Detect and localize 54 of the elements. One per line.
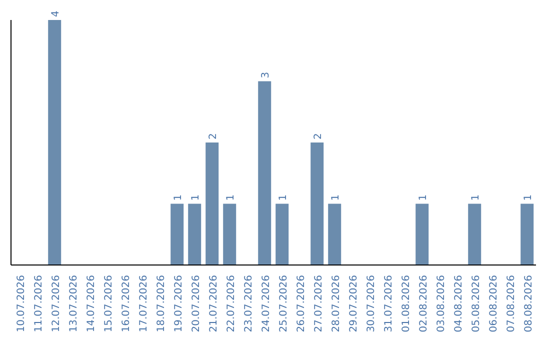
x-tick-label: 25.07.2026 xyxy=(278,275,290,332)
x-tick-label: 26.07.2026 xyxy=(296,275,307,332)
x-tick-label: 07.08.2026 xyxy=(506,275,517,332)
x-tick-label: 08.08.2026 xyxy=(523,275,534,332)
x-tick-label: 21.07.2026 xyxy=(208,275,220,332)
bar xyxy=(48,20,62,265)
bar xyxy=(170,204,184,265)
x-tick-label: 12.07.2026 xyxy=(50,275,62,332)
x-tick-label: 29.07.2026 xyxy=(348,275,360,332)
x-tick-label: 02.08.2026 xyxy=(418,275,430,332)
x-tick-label: 04.08.2026 xyxy=(453,275,464,332)
bar xyxy=(310,142,324,265)
x-tick-label: 19.07.2026 xyxy=(173,275,184,332)
x-tick-label: 20.07.2026 xyxy=(190,275,202,332)
data-label: 1 xyxy=(278,194,290,201)
x-tick-label: 18.07.2026 xyxy=(156,275,167,332)
bar xyxy=(206,142,219,265)
x-tick-label: 23.07.2026 xyxy=(243,275,254,332)
x-tick-label: 16.07.2026 xyxy=(120,275,132,332)
x-tick-label: 11.07.2026 xyxy=(33,275,44,332)
x-tick-label: 30.07.2026 xyxy=(366,275,377,332)
data-label: 2 xyxy=(313,133,324,140)
bar xyxy=(468,204,482,265)
x-tick-label: 28.07.2026 xyxy=(330,275,342,332)
data-label: 1 xyxy=(190,194,202,201)
x-tick-label: 15.07.2026 xyxy=(103,275,114,332)
data-label: 3 xyxy=(260,72,272,78)
x-tick-label: 31.07.2026 xyxy=(383,275,394,332)
x-tick-label: 22.07.2026 xyxy=(226,275,237,332)
bar xyxy=(188,204,202,265)
data-label: 1 xyxy=(330,194,342,201)
x-tick-label: 05.08.2026 xyxy=(470,275,482,332)
x-tick-label: 06.08.2026 xyxy=(488,275,500,332)
x-tick-label: 14.07.2026 xyxy=(86,275,97,332)
x-tick-label: 13.07.2026 xyxy=(68,275,80,332)
data-label: 2 xyxy=(208,133,220,140)
data-label: 1 xyxy=(226,194,237,201)
x-tick-label: 01.08.2026 xyxy=(400,275,412,332)
x-tick-label: 10.07.2026 xyxy=(16,275,27,332)
x-tick-label: 03.08.2026 xyxy=(436,275,447,332)
data-label: 1 xyxy=(523,194,534,201)
data-label: 1 xyxy=(173,194,184,201)
bar xyxy=(416,204,429,265)
x-tick-label: 17.07.2026 xyxy=(138,275,150,332)
bar xyxy=(258,81,272,265)
data-label: 4 xyxy=(50,10,62,17)
x-tick-label: 24.07.2026 xyxy=(260,275,272,332)
bar xyxy=(520,204,534,265)
data-label: 1 xyxy=(470,194,482,201)
bar xyxy=(223,204,236,265)
bar xyxy=(328,204,342,265)
bar xyxy=(276,204,289,265)
x-tick-label: 27.07.2026 xyxy=(313,275,324,332)
data-label: 1 xyxy=(418,194,430,201)
